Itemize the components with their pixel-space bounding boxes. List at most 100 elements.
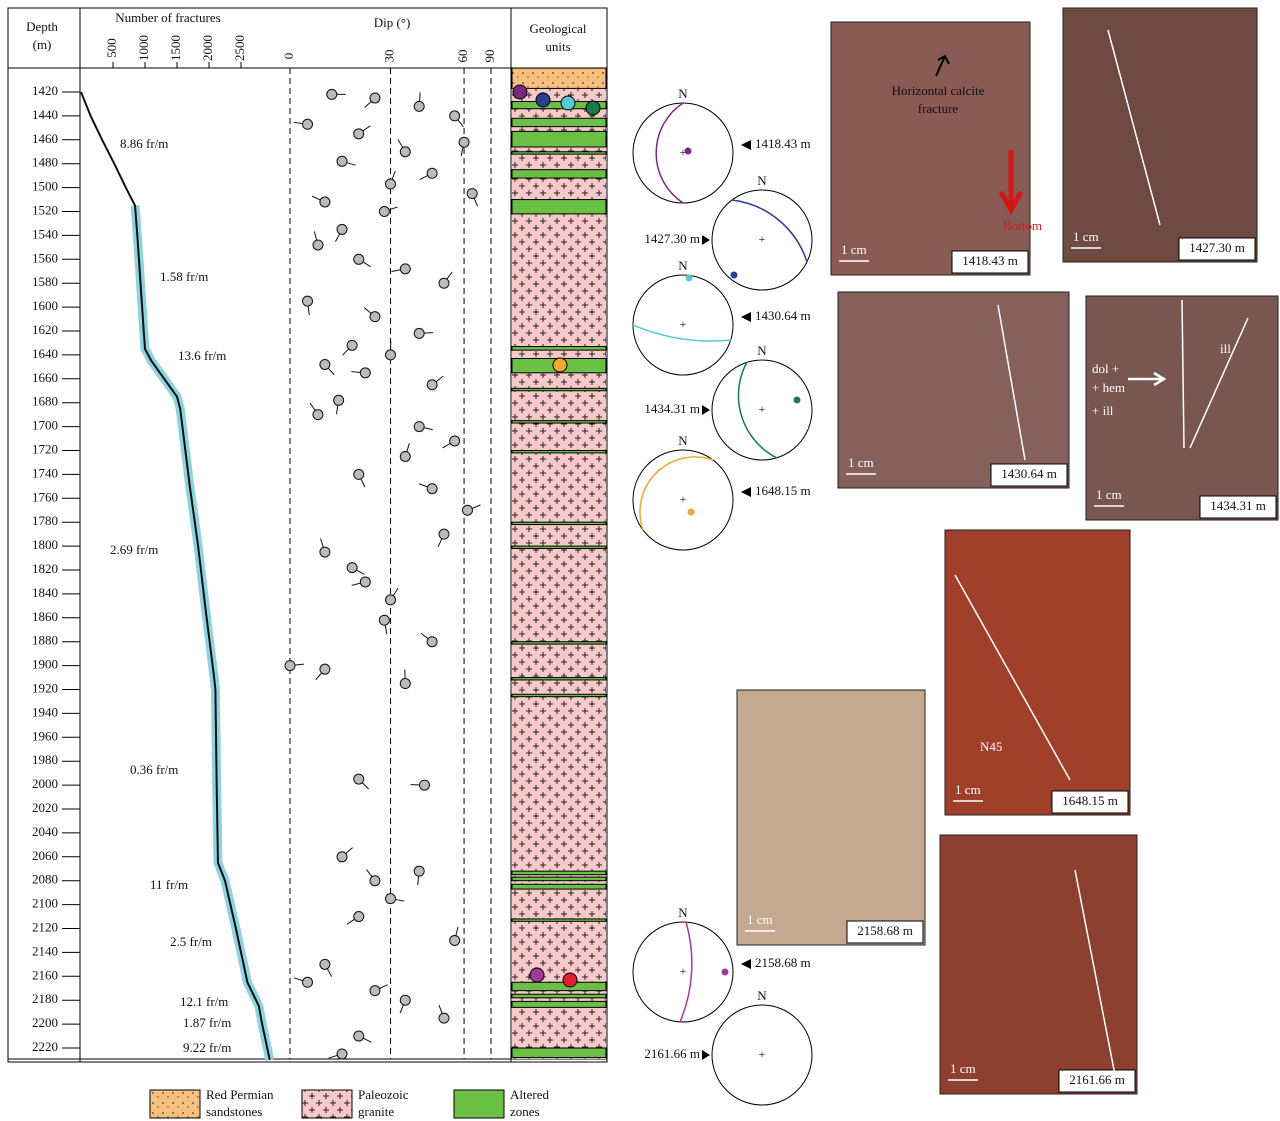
label-box xyxy=(951,250,1029,274)
legend-item: Altered zones xyxy=(453,1087,549,1119)
altered-zone xyxy=(511,883,607,890)
depth-tick-label: 1880 xyxy=(32,633,58,648)
rate-label: 0.36 fr/m xyxy=(130,762,178,777)
fracture-pole xyxy=(466,188,478,200)
label-box xyxy=(1051,790,1129,814)
granite-unit xyxy=(512,88,606,1060)
pointer xyxy=(741,487,751,497)
depth-tick-label: 1760 xyxy=(32,489,58,504)
legend-label: granite xyxy=(358,1104,394,1119)
fracture-trace xyxy=(1074,869,1116,1076)
fracture-pole xyxy=(319,958,331,970)
stereonet-circle xyxy=(711,1004,813,1106)
altered-zone xyxy=(511,870,607,876)
depth-tick-label: 1820 xyxy=(32,561,58,576)
depth-tick-label: 1860 xyxy=(32,609,58,624)
depth-tick-label: 2100 xyxy=(32,896,58,911)
depth-tick-label: 1520 xyxy=(32,202,58,217)
core-photo: 1648.15 m 1 cm xyxy=(944,529,1131,816)
legend-label: sandstones xyxy=(206,1104,262,1119)
center-cross: + xyxy=(759,402,766,416)
dip-tick-label: 0 xyxy=(281,53,296,60)
depth-tick-label: 1900 xyxy=(32,657,58,672)
fit-highlight xyxy=(130,205,275,1061)
pole xyxy=(793,396,801,404)
sample-marker xyxy=(562,972,578,988)
arrow xyxy=(998,150,1024,216)
depth-tick-label: 2200 xyxy=(32,1015,58,1030)
depth-tick-label: 1460 xyxy=(32,131,58,146)
fracture-pole xyxy=(336,223,348,235)
fracture-pole xyxy=(359,367,371,379)
pole xyxy=(685,274,693,282)
fracture-pole xyxy=(399,678,411,690)
depth-tick-label: 1780 xyxy=(32,513,58,528)
sample-marker xyxy=(552,357,568,373)
altered-zone xyxy=(511,346,607,351)
header: units xyxy=(545,39,570,54)
pointer xyxy=(702,1050,710,1060)
header: Number of fractures xyxy=(115,10,220,25)
altered-zone xyxy=(511,450,607,454)
fracture-pole xyxy=(438,528,450,540)
altered-zone xyxy=(511,169,607,179)
scale-label: 1 cm xyxy=(1073,229,1099,244)
photo xyxy=(830,21,1031,276)
fracture-pole xyxy=(449,435,461,447)
legend-label: zones xyxy=(510,1104,540,1119)
pole xyxy=(684,147,692,155)
fracture-pole xyxy=(319,196,331,208)
scale-label: 1 cm xyxy=(747,912,773,927)
dip-tick-label: 90 xyxy=(482,50,497,63)
photo-label: 1648.15 m xyxy=(1062,793,1118,808)
photo-label: 1427.30 m xyxy=(1189,240,1245,255)
depth-tick-label: 1660 xyxy=(32,370,58,385)
legend-swatch xyxy=(149,1089,201,1119)
north-label: N xyxy=(757,988,767,1003)
annotation: Horizontal calcite xyxy=(892,83,985,98)
center-cross: + xyxy=(759,232,766,246)
fracture-pole xyxy=(319,546,331,558)
photo-label: 1418.43 m xyxy=(962,253,1018,268)
fracture-pole xyxy=(369,311,381,323)
great-circle xyxy=(632,324,732,342)
fracture-pole xyxy=(385,349,396,361)
depth-tick-label: 1960 xyxy=(32,728,58,743)
altered-zone xyxy=(511,545,607,549)
altered-zone xyxy=(511,420,607,424)
sandstone-unit xyxy=(511,67,607,89)
depth-tick-label: 1580 xyxy=(32,274,58,289)
depth-label: 1648.15 m xyxy=(755,483,811,498)
north-label: N xyxy=(757,343,767,358)
log-panel: Depth (m) Number of fractures Dip (°) Ge… xyxy=(7,7,608,1063)
pointer xyxy=(702,235,710,245)
label-box xyxy=(846,920,924,944)
depth-tick-label: 1480 xyxy=(32,155,58,170)
legend-swatch xyxy=(301,1089,353,1119)
annotation: N45 xyxy=(980,739,1002,754)
altered-zone xyxy=(511,117,607,128)
fracture-pole xyxy=(353,911,365,923)
pole xyxy=(730,271,738,279)
fracture-pole xyxy=(353,468,365,480)
photo-label: 2158.68 m xyxy=(857,923,913,938)
stereonet: N +2161.66 m xyxy=(644,988,813,1106)
fracture-pole xyxy=(284,660,296,672)
photo xyxy=(944,529,1131,816)
depth-tick-label: 1640 xyxy=(32,346,58,361)
depth-tick-label: 2080 xyxy=(32,872,58,887)
arrow xyxy=(935,54,950,77)
depth-tick-label: 2140 xyxy=(32,943,58,958)
great-circle xyxy=(655,102,684,204)
rate-label: 2.5 fr/m xyxy=(170,934,212,949)
north-label: N xyxy=(757,173,767,188)
sample-marker xyxy=(560,95,576,111)
fracture-pole xyxy=(413,421,425,433)
sample-marker xyxy=(529,967,545,983)
rate-label: 9.22 fr/m xyxy=(183,1040,231,1055)
depth-tick-label: 1700 xyxy=(32,418,58,433)
depth-tick-label: 1800 xyxy=(32,537,58,552)
depth-tick-label: 2060 xyxy=(32,848,58,863)
depth-tick-label: 1920 xyxy=(32,680,58,695)
scale-label: 1 cm xyxy=(950,1061,976,1076)
